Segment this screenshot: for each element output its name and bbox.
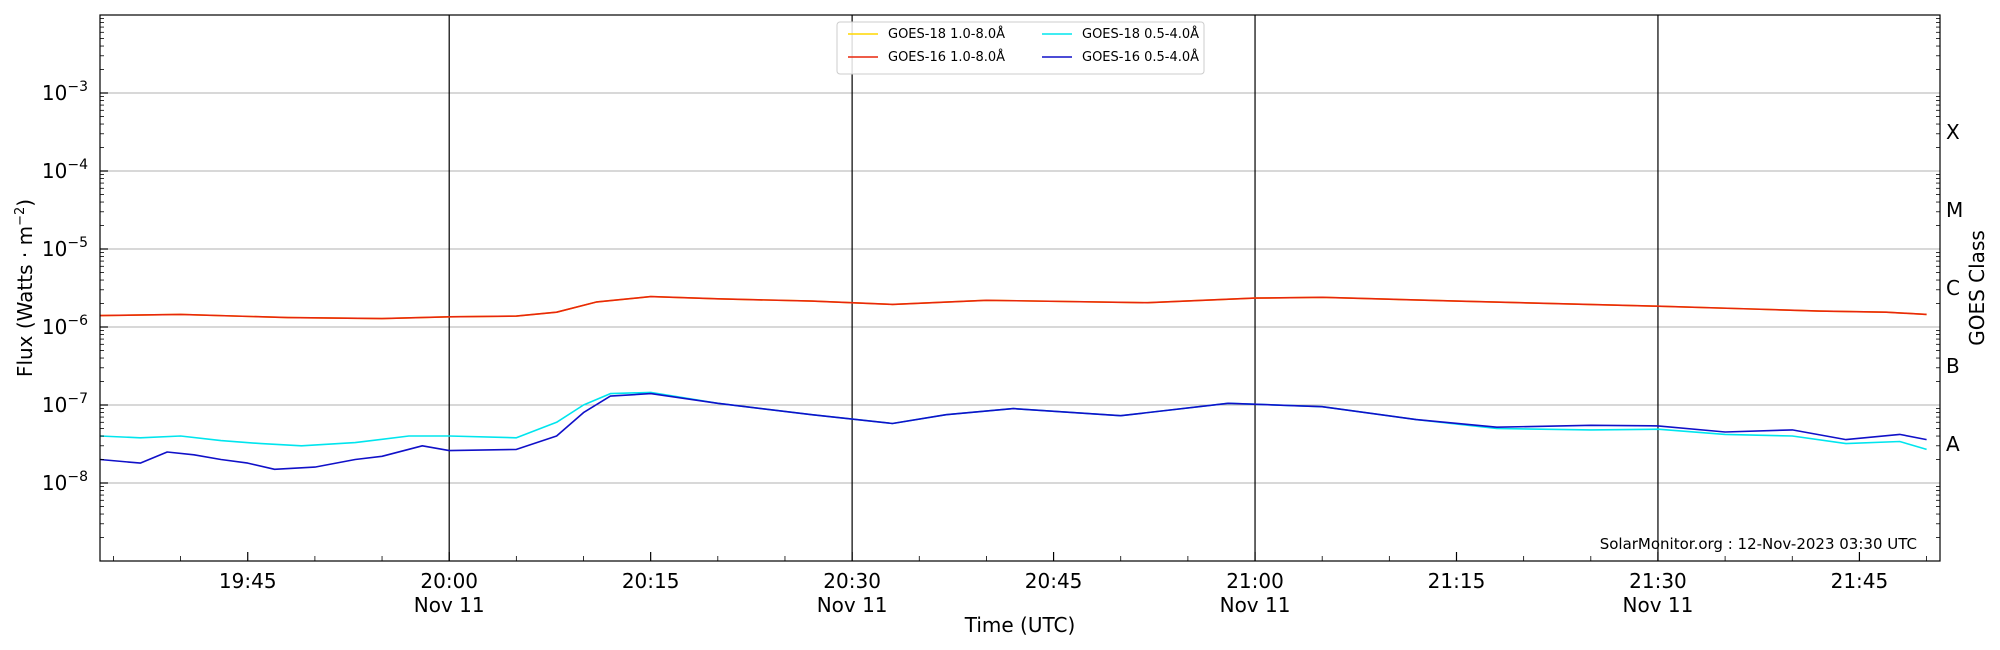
day-marker-lines — [448, 15, 1659, 561]
x-tick-label: 19:45 — [219, 569, 277, 593]
goes-class-label: C — [1946, 276, 1960, 300]
x-tick-label: 20:00 — [420, 569, 478, 593]
y-tick-label: 10−7 — [42, 391, 88, 417]
y-tick-label: 10−8 — [42, 469, 88, 495]
y-axis-title: Flux (Watts · m−2) — [13, 199, 37, 377]
legend-entry-label: GOES-18 0.5-4.0Å — [1082, 26, 1199, 42]
x-tick-date-label: Nov 11 — [414, 593, 485, 617]
plot-area-frame — [99, 14, 1941, 562]
goes-class-label: A — [1946, 432, 1960, 456]
goes-class-label: B — [1946, 354, 1960, 378]
series-line-1 — [99, 295, 1927, 320]
legend: GOES-18 1.0-8.0Å GOES-16 1.0-8.0Å GOES-18 … — [836, 21, 1205, 75]
goes-class-label: M — [1946, 198, 1963, 222]
credit-text: SolarMonitor.org : 12-Nov-2023 03:30 UTC — [1600, 535, 1917, 553]
x-tick-date-label: Nov 11 — [1623, 593, 1694, 617]
x-tick-date-label: Nov 11 — [817, 593, 888, 617]
y-tick-label: 10−4 — [42, 157, 88, 183]
y-tick-label: 10−3 — [42, 79, 88, 105]
x-tick-label: 20:30 — [823, 569, 881, 593]
x-tick-date-label: Nov 11 — [1220, 593, 1291, 617]
y-tick-label: 10−5 — [42, 235, 88, 261]
grid-lines — [100, 92, 1940, 484]
x-tick-label: 21:30 — [1629, 569, 1687, 593]
series-line-2 — [99, 295, 1927, 320]
legend-entry-label: GOES-16 1.0-8.0Å — [888, 49, 1005, 65]
legend-entry-label: GOES-18 1.0-8.0Å — [888, 26, 1005, 42]
x-tick-label: 21:15 — [1428, 569, 1486, 593]
series-lines — [99, 295, 1927, 471]
series-line-3 — [99, 391, 1927, 451]
x-axis-title: Time (UTC) — [964, 613, 1076, 637]
x-tick-label: 20:15 — [622, 569, 680, 593]
goes-class-label: X — [1946, 120, 1960, 144]
series-line-4 — [99, 392, 1927, 471]
x-tick-label: 21:45 — [1831, 569, 1889, 593]
x-tick-label: 21:00 — [1226, 569, 1284, 593]
goes-class-axis-title: GOES Class — [1965, 230, 1989, 346]
svg-text:Flux (Watts · m−2): Flux (Watts · m−2) — [13, 199, 37, 377]
x-tick-label: 20:45 — [1025, 569, 1083, 593]
legend-box — [836, 21, 1205, 75]
legend-entry-label: GOES-16 0.5-4.0Å — [1082, 49, 1199, 65]
y-tick-label: 10−6 — [42, 313, 88, 339]
